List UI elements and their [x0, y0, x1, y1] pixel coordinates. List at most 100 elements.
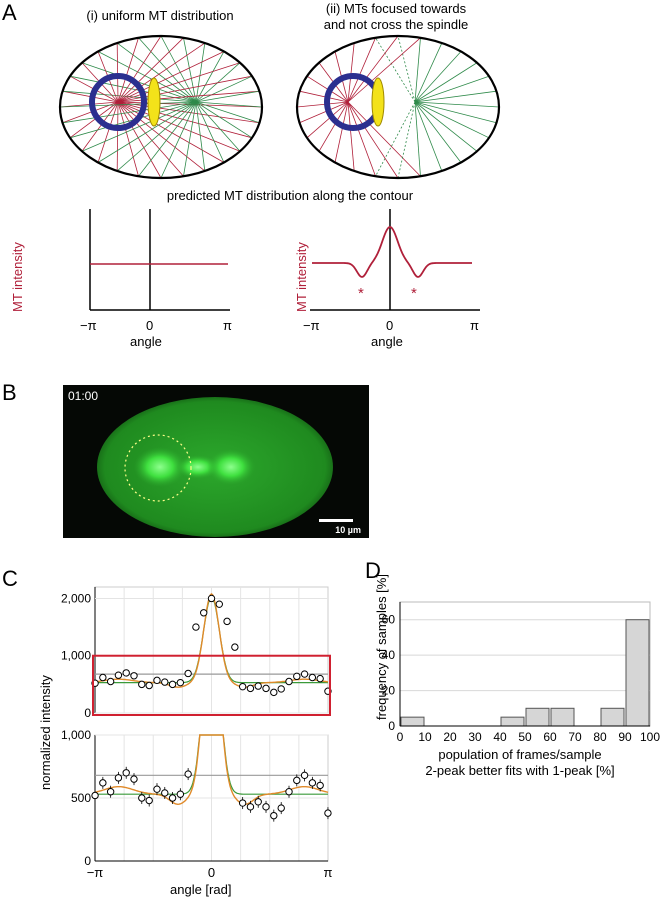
mt-ray	[116, 43, 119, 103]
mt-ray	[195, 90, 260, 103]
mt-ray	[414, 101, 500, 108]
x-tick-label: 50	[518, 730, 532, 744]
mt-ray	[97, 51, 197, 103]
tick-pi: π	[470, 318, 479, 333]
panel-letter-d: D	[365, 558, 381, 583]
zoom-region-box	[92, 654, 331, 716]
x-tick-label: 80	[593, 730, 607, 744]
mt-ray	[414, 101, 462, 163]
mt-ray	[318, 101, 349, 152]
data-point	[184, 669, 192, 678]
data-point	[153, 785, 161, 793]
data-point	[99, 673, 107, 682]
data-point	[106, 788, 115, 796]
data-point	[246, 803, 255, 811]
y-tick-label: 0	[388, 719, 395, 733]
timestamp: 01:00	[68, 389, 99, 403]
data-point	[254, 682, 262, 690]
mt-ray	[347, 101, 355, 172]
data-point	[200, 609, 208, 617]
centrosome-ring	[324, 73, 382, 131]
data-point	[300, 771, 309, 780]
mt-ray	[117, 101, 206, 172]
mt-ray	[375, 37, 416, 103]
data-point	[122, 769, 130, 777]
data-point	[231, 643, 239, 651]
panel-letter-a: A	[2, 0, 17, 25]
mt-ray	[195, 101, 260, 124]
chart-c-xlabel: angle [rad]	[170, 882, 232, 897]
mt-ray	[347, 42, 355, 103]
data-point	[106, 677, 115, 686]
data-point	[316, 674, 324, 683]
data-point	[184, 770, 192, 778]
histogram-bar	[625, 619, 650, 727]
data-point	[277, 685, 285, 693]
mt-ray	[414, 37, 421, 103]
panel-letter-c: C	[2, 566, 18, 591]
fluorescence-micrograph: 01:00 10 µm	[63, 385, 369, 538]
mt-ray	[306, 101, 349, 139]
data-point	[161, 678, 169, 686]
x-tick-label: 0	[208, 865, 215, 880]
tick-pi: π	[223, 318, 232, 333]
case2-title-line1: (ii) MTs focused towards	[325, 1, 467, 16]
mt-ray	[183, 101, 197, 177]
tick-zero: 0	[386, 318, 394, 333]
mt-ray	[414, 62, 478, 103]
mt-ray	[347, 101, 376, 177]
plot-ylabel: MT intensity	[294, 242, 309, 312]
data-point	[138, 794, 146, 802]
data-point	[223, 617, 231, 626]
chart-d-xlabel-line1: population of frames/sample	[438, 747, 602, 762]
data-point	[238, 682, 247, 691]
mt-ray	[195, 101, 253, 139]
mt-ray	[117, 42, 206, 103]
plot-xlabel: angle	[371, 334, 403, 349]
chart-d-ylabel: frequency of samples [%]	[374, 574, 389, 720]
mt-ray	[97, 101, 197, 163]
mt-ray	[195, 42, 206, 103]
mt-ray	[414, 101, 478, 152]
panel-letter-b: B	[2, 380, 17, 405]
cell-diagram-uniform	[58, 34, 264, 180]
x-tick-label: 0	[397, 730, 404, 744]
data-point	[262, 684, 270, 693]
y-tick-label: 0	[84, 706, 91, 720]
plot-xlabel: angle	[130, 334, 162, 349]
data-point	[300, 670, 309, 678]
data-point	[168, 680, 177, 689]
data-point	[215, 600, 223, 608]
mt-ray	[116, 101, 197, 172]
data-point	[293, 776, 301, 785]
data-point	[176, 678, 185, 687]
data-point	[285, 677, 293, 686]
histogram-bar	[550, 707, 575, 727]
mt-ray	[347, 37, 376, 103]
mt-ray	[160, 35, 197, 103]
x-tick-label: 70	[568, 730, 582, 744]
mt-ray	[296, 101, 349, 108]
mt-ray	[334, 101, 349, 163]
data-point	[192, 623, 200, 631]
data-point	[262, 803, 270, 811]
data-point	[293, 672, 301, 681]
mt-ray	[81, 101, 197, 152]
mt-ray	[117, 101, 225, 163]
chart-d-xlabel-line2: 2-peak better fits with 1-peak [%]	[425, 763, 615, 778]
mt-ray	[414, 75, 490, 103]
mt-ray	[117, 75, 253, 103]
chart-c-ylabel: normalized intensity	[38, 675, 53, 790]
data-point	[308, 673, 317, 682]
mt-ray	[347, 101, 399, 179]
spindle-icon	[147, 77, 161, 127]
plot-ylabel: MT intensity	[10, 242, 25, 312]
mt-ray	[195, 75, 253, 103]
data-point	[238, 799, 247, 807]
y-tick-label: 40	[382, 648, 396, 662]
prediction-plot-uniform	[89, 209, 230, 311]
x-tick-label: 10	[418, 730, 432, 744]
mt-ray	[117, 51, 225, 103]
mt-ray	[138, 101, 197, 177]
